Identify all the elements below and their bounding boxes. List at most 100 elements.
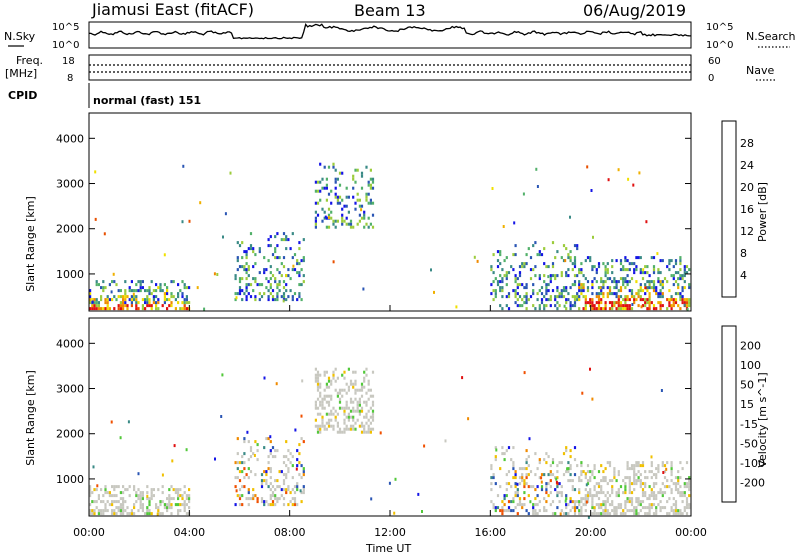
echo-cell (302, 473, 305, 477)
echo-cell (365, 165, 368, 169)
echo-cell (538, 500, 541, 504)
echo-cell (582, 470, 585, 474)
time-axis-title: Time UT (365, 542, 411, 554)
echo-cell (666, 280, 669, 284)
echo-cell (289, 452, 292, 456)
echo-cell (540, 286, 544, 290)
echo-cell (683, 298, 686, 302)
echo-cell (170, 503, 173, 507)
echo-cell (111, 280, 114, 284)
echo-cell (323, 370, 326, 374)
echo-cell (613, 506, 616, 510)
echo-cell (652, 256, 656, 260)
echo-point (584, 472, 587, 476)
echo-cell (243, 437, 246, 441)
echo-cell (356, 222, 359, 226)
echo-cell (323, 210, 326, 214)
echo-cell (639, 500, 642, 504)
echo-cell (269, 286, 272, 290)
echo-cell (363, 427, 366, 431)
echo-cell (234, 476, 237, 480)
echo-cell (666, 485, 669, 489)
echo-cell (545, 482, 548, 486)
echo-cell (352, 385, 355, 389)
echo-cell (108, 491, 111, 495)
echo-point (586, 165, 589, 169)
echo-cell (152, 301, 155, 305)
echo-cell (657, 280, 660, 284)
echo-cell (155, 503, 158, 507)
echo-cell (168, 503, 171, 507)
echo-cell (300, 476, 303, 480)
echo-cell (323, 165, 326, 169)
echo-cell (122, 301, 125, 305)
echo-cell (663, 485, 667, 489)
echo-cell (644, 485, 647, 489)
echo-cell (247, 265, 250, 269)
nave-tick-top: 60 (708, 56, 721, 67)
echo-cell (358, 397, 361, 401)
echo-cell (679, 268, 682, 272)
echo-cell (252, 497, 255, 501)
echo-cell (516, 283, 519, 287)
echo-cell (679, 256, 682, 260)
echo-cell (527, 485, 530, 489)
echo-point (640, 305, 643, 309)
echo-cell (543, 274, 546, 278)
echo-point (540, 480, 543, 484)
echo-cell (343, 204, 346, 208)
echo-cell (321, 415, 324, 419)
echo-cell (338, 430, 342, 434)
echo-cell (679, 485, 682, 489)
echo-cell (573, 280, 577, 284)
echo-cell (282, 295, 286, 299)
echo-cell (560, 509, 563, 513)
echo-cell (358, 409, 361, 413)
echo-cell (666, 265, 669, 269)
echo-cell (641, 494, 645, 498)
echo-cell (356, 403, 359, 407)
echo-cell (260, 283, 264, 287)
echo-cell (170, 512, 173, 516)
echo-cell (352, 225, 355, 229)
echo-cell (604, 280, 607, 284)
echo-cell (626, 464, 629, 468)
echo-cell (600, 479, 603, 483)
echo-cell (685, 506, 689, 510)
echo-cell (600, 464, 603, 468)
echo-cell (146, 512, 149, 516)
echo-cell (584, 307, 587, 311)
echo-cell (117, 295, 120, 299)
echo-cell (521, 503, 524, 507)
echo-point (473, 255, 476, 259)
echo-cell (267, 298, 270, 302)
echo-cell (538, 277, 541, 281)
echo-cell (562, 259, 566, 263)
colorbar-tick-label: -100 (740, 457, 765, 470)
echo-cell (150, 292, 153, 296)
echo-cell (593, 506, 596, 510)
y-tick-label: 4000 (56, 132, 84, 145)
echo-cell (672, 274, 675, 278)
echo-cell (661, 292, 664, 296)
echo-cell (360, 430, 364, 434)
echo-cell (249, 455, 253, 459)
echo-point (555, 480, 558, 484)
echo-cell (685, 304, 689, 308)
echo-cell (104, 298, 107, 302)
echo-cell (630, 500, 634, 504)
echo-cell (343, 370, 346, 374)
echo-cell (597, 307, 601, 311)
echo-cell (494, 455, 497, 459)
echo-cell (606, 461, 609, 465)
echo-point (196, 286, 199, 290)
echo-cell (597, 292, 601, 296)
echo-cell (661, 461, 664, 465)
echo-cell (661, 286, 664, 290)
echo-cell (549, 295, 552, 299)
echo-cell (278, 289, 281, 293)
echo-cell (352, 400, 355, 404)
echo-cell (534, 512, 537, 516)
echo-cell (278, 271, 281, 275)
time-tick-label: 04:00 (173, 526, 205, 539)
